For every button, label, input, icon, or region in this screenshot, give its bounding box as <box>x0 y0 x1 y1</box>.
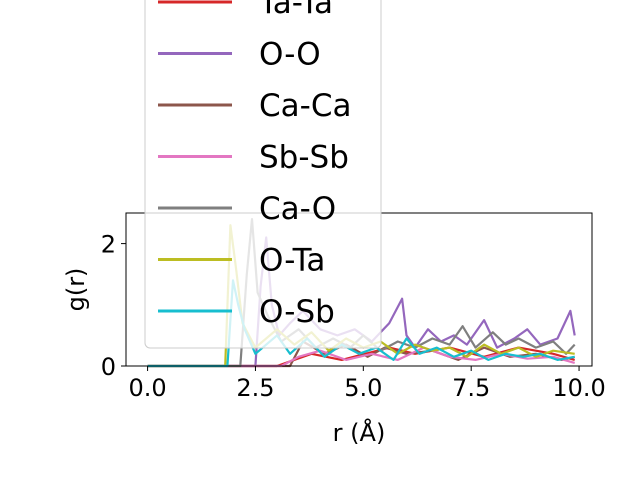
axis-ticks: 0.0 2.5 5.0 7.5 10.0 0 2 <box>101 231 606 402</box>
x-tick-label: 2.5 <box>236 374 274 402</box>
legend-label: Ca-O <box>259 191 336 227</box>
x-tick-label: 5.0 <box>344 374 382 402</box>
legend-label: O-Sb <box>259 294 335 330</box>
legend-label: Ca-Ca <box>259 88 351 124</box>
legend-label: Sb-Sb <box>259 140 349 176</box>
legend-label: O-Ta <box>259 243 325 279</box>
x-tick-label: 7.5 <box>452 374 490 402</box>
y-tick-label: 2 <box>101 231 116 259</box>
y-tick-label: 0 <box>101 353 116 381</box>
x-tick-label: 0.0 <box>128 374 166 402</box>
x-axis-label: r (Å) <box>333 418 386 447</box>
legend-label: O-O <box>259 37 321 73</box>
y-axis-label: g(r) <box>62 268 90 312</box>
x-tick-label: 10.0 <box>552 374 605 402</box>
legend: Ta-Ta O-O Ca-Ca Sb-Sb Ca-O O-Ta O-Sb <box>144 0 382 349</box>
legend-label: Ta-Ta <box>258 0 333 21</box>
